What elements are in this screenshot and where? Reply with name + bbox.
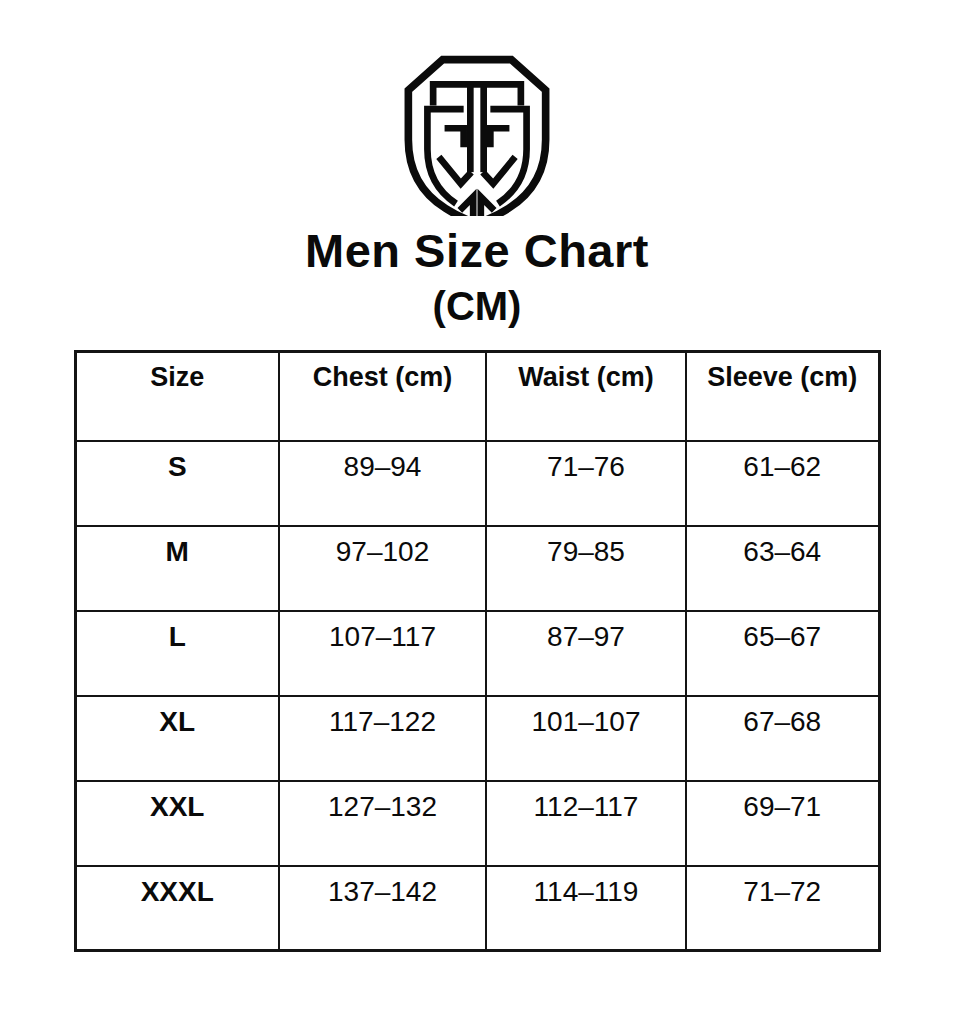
sleeve-value: 65–67 [686,611,879,696]
column-header-sleeve: Sleeve (cm) [686,352,879,441]
page-title: Men Size Chart [0,224,954,278]
table-body: S 89–94 71–76 61–62 M 97–102 79–85 63–64… [75,441,879,951]
chest-value: 97–102 [279,526,486,611]
sleeve-value: 69–71 [686,781,879,866]
size-label: M [75,526,279,611]
table-row-m: M 97–102 79–85 63–64 [75,526,879,611]
waist-value: 87–97 [486,611,686,696]
table-row-l: L 107–117 87–97 65–67 [75,611,879,696]
size-label: XXL [75,781,279,866]
chest-value: 107–117 [279,611,486,696]
sleeve-value: 61–62 [686,441,879,526]
column-header-size: Size [75,352,279,441]
size-label: S [75,441,279,526]
waist-value: 101–107 [486,696,686,781]
column-header-chest: Chest (cm) [279,352,486,441]
header-row: Size Chest (cm) Waist (cm) Sleeve (cm) [75,352,879,441]
column-header-waist: Waist (cm) [486,352,686,441]
chest-value: 117–122 [279,696,486,781]
sleeve-value: 63–64 [686,526,879,611]
waist-value: 71–76 [486,441,686,526]
sleeve-value: 71–72 [686,866,879,951]
table-header: Size Chest (cm) Waist (cm) Sleeve (cm) [75,352,879,441]
t-crossbar [433,84,521,105]
waist-value: 79–85 [486,526,686,611]
chest-value: 127–132 [279,781,486,866]
size-chart-table: Size Chest (cm) Waist (cm) Sleeve (cm) S… [74,350,881,952]
size-label: XXXL [75,866,279,951]
page-subtitle: (CM) [0,284,954,328]
shield-monogram-logo [398,52,556,216]
table-row-xl: XL 117–122 101–107 67–68 [75,696,879,781]
chest-value: 89–94 [279,441,486,526]
table-row-xxl: XXL 127–132 112–117 69–71 [75,781,879,866]
size-chart-page: Men Size Chart (CM) Size Chest (cm) Wais… [0,52,954,1024]
size-label: L [75,611,279,696]
size-label: XL [75,696,279,781]
table-row-s: S 89–94 71–76 61–62 [75,441,879,526]
waist-value: 114–119 [486,866,686,951]
chest-value: 137–142 [279,866,486,951]
table-row-xxxl: XXXL 137–142 114–119 71–72 [75,866,879,951]
waist-value: 112–117 [486,781,686,866]
sleeve-value: 67–68 [686,696,879,781]
